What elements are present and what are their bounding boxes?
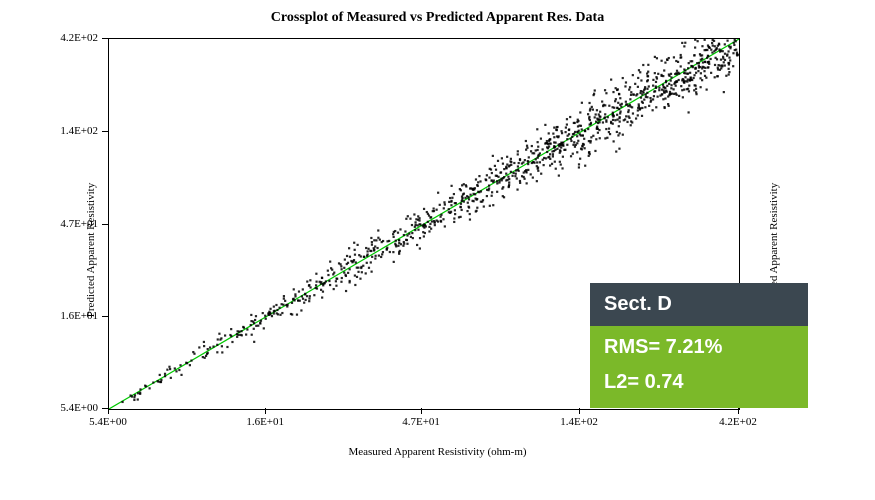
y-tick	[102, 408, 108, 409]
stats-info-box: Sect. D RMS= 7.21% L2= 0.74	[590, 283, 808, 408]
x-tick	[579, 408, 580, 414]
x-tick	[421, 408, 422, 414]
x-tick	[108, 408, 109, 414]
info-box-l2: L2= 0.74	[604, 371, 794, 394]
x-tick-label: 1.4E+02	[560, 416, 598, 428]
y-tick-label: 4.2E+02	[60, 32, 98, 44]
y-tick	[102, 38, 108, 39]
y-tick	[102, 316, 108, 317]
x-tick-label: 1.6E+01	[246, 416, 284, 428]
x-axis-label: Measured Apparent Resistivity (ohm-m)	[0, 446, 875, 458]
x-tick-label: 4.2E+02	[719, 416, 757, 428]
chart-title: Crossplot of Measured vs Predicted Appar…	[0, 10, 875, 26]
y-tick	[102, 131, 108, 132]
y-tick-label: 4.7E+01	[60, 218, 98, 230]
figure-root: Crossplot of Measured vs Predicted Appar…	[0, 0, 875, 500]
info-box-rms: RMS= 7.21%	[604, 336, 794, 359]
y-tick	[102, 224, 108, 225]
y-tick-label: 5.4E+00	[60, 402, 98, 414]
info-box-header: Sect. D	[590, 283, 808, 326]
x-tick	[738, 408, 739, 414]
x-tick-label: 4.7E+01	[402, 416, 440, 428]
x-tick-label: 5.4E+00	[89, 416, 127, 428]
y-axis-label-left: Predicted Apparent Resistivity	[85, 183, 97, 317]
x-tick	[265, 408, 266, 414]
info-box-body: RMS= 7.21% L2= 0.74	[590, 326, 808, 408]
y-tick-label: 1.4E+02	[60, 125, 98, 137]
y-tick-label: 1.6E+01	[60, 310, 98, 322]
